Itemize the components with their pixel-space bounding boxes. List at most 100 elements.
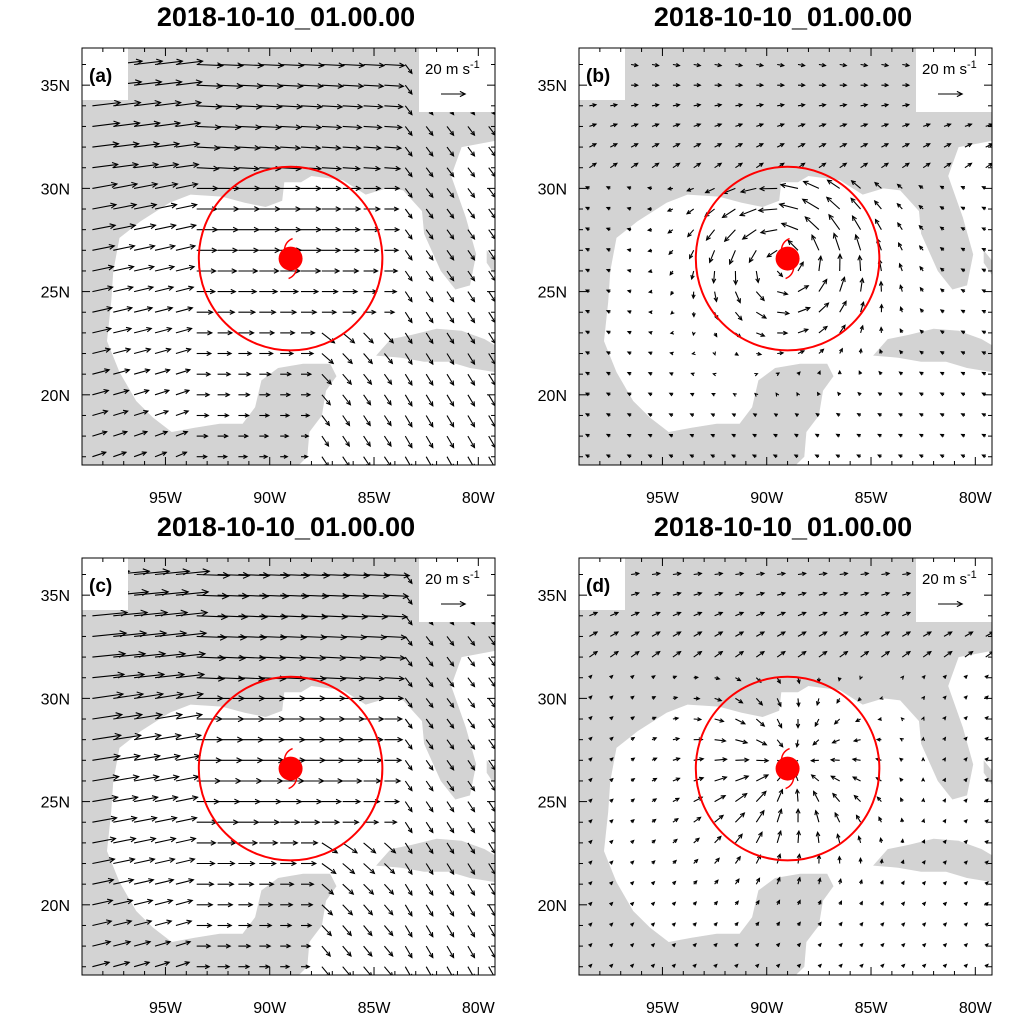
wind-vector [836, 833, 841, 844]
wind-vector [735, 162, 744, 169]
wind-vector [196, 226, 219, 233]
wind-vector [441, 600, 467, 608]
wind-vector [133, 430, 149, 437]
wind-vector [797, 306, 811, 313]
wind-vector [217, 226, 240, 233]
storm-marker [694, 165, 881, 352]
wind-vector [342, 736, 365, 743]
wind-vector [321, 883, 335, 895]
wind-vector [735, 62, 744, 68]
wind-vector [748, 250, 757, 264]
wind-vector [734, 921, 739, 927]
wind-vector-field [588, 571, 992, 968]
wind-vector [818, 591, 828, 597]
wind-vector [756, 739, 768, 746]
wind-vector [425, 863, 434, 876]
land-bahamas [983, 250, 992, 276]
wind-vector [175, 671, 206, 679]
land-bahamas [486, 760, 495, 786]
wind-vector [755, 831, 763, 844]
wind-vector [668, 392, 674, 397]
wind-vector [918, 204, 924, 210]
wind-vector [626, 351, 632, 356]
wind-vector [630, 716, 636, 721]
wind-vector [630, 674, 635, 680]
wind-vector [259, 103, 283, 110]
lon-tick-label: 95W [646, 1000, 680, 1017]
wind-vector [963, 819, 968, 824]
wind-vector [817, 942, 822, 948]
wind-vector [939, 413, 945, 417]
wind-vector [280, 103, 303, 110]
wind-vector [321, 675, 347, 682]
wind-vector [942, 798, 947, 803]
wind-vector [802, 180, 820, 189]
wind-vector [175, 306, 194, 313]
wind-vector [879, 303, 884, 313]
wind-vector [693, 631, 703, 637]
wind-vector [404, 332, 413, 345]
wind-vector [467, 636, 476, 647]
wind-vector [984, 963, 989, 968]
wind-vector [734, 942, 739, 948]
wind-vector [588, 943, 593, 948]
wind-vector [630, 922, 635, 927]
wind-vector [301, 185, 322, 192]
wind-vector [839, 611, 849, 617]
wind-vector [818, 143, 827, 148]
wind-vector [446, 821, 455, 834]
wind-vector [404, 435, 413, 449]
wind-vector [238, 165, 261, 172]
axes: 95W 90W 85W 80W 20N 25N 30N 35N [538, 48, 993, 507]
wind-vector [877, 433, 882, 438]
wind-vector [154, 100, 182, 107]
wind-vector [321, 435, 330, 448]
wind-vector [714, 757, 728, 762]
wind-vector [837, 369, 842, 375]
wind-vector [714, 794, 727, 803]
wind-vector [918, 413, 924, 417]
wind-vector [404, 574, 413, 585]
wind-vector [238, 288, 258, 295]
wind-vector [384, 145, 403, 151]
wind-vector [259, 62, 285, 69]
wind-vector [714, 123, 723, 128]
wind-vector [689, 392, 695, 397]
wind-vector [446, 249, 455, 261]
wind-vector [425, 698, 434, 709]
wind-vector [855, 718, 861, 722]
wind-vector [134, 120, 161, 127]
wind-vector [133, 857, 156, 865]
wind-vector [735, 757, 750, 763]
wind-vector [921, 901, 927, 906]
wind-vector [856, 454, 861, 459]
wind-vector [259, 964, 271, 970]
wind-vector [851, 757, 861, 762]
wind-vector [714, 775, 728, 782]
reference-vector-box: 20 m s-1 [419, 558, 495, 622]
wind-vector [175, 815, 198, 823]
wind-vector [446, 208, 455, 220]
wind-vector [175, 327, 193, 334]
storm-radius-circle [694, 165, 881, 352]
wind-vector [425, 373, 434, 386]
wind-vector [902, 611, 912, 617]
wind-vector [196, 351, 213, 357]
wind-vector [776, 718, 783, 729]
wind-vector [818, 83, 827, 88]
wind-vector [609, 839, 614, 844]
wind-vector [175, 836, 197, 844]
wind-vector [488, 456, 495, 465]
wind-vector [756, 83, 765, 88]
wind-vector [113, 326, 133, 334]
lon-tick-label: 85W [358, 1000, 392, 1017]
wind-vector [735, 792, 748, 803]
wind-vector [850, 179, 861, 189]
wind-vector [113, 202, 138, 210]
wind-vector [300, 572, 331, 579]
wind-vector [796, 963, 802, 968]
wind-vector [133, 368, 151, 375]
wind-vector [714, 650, 724, 658]
wind-vector [838, 942, 843, 948]
wind-vector [631, 62, 639, 68]
